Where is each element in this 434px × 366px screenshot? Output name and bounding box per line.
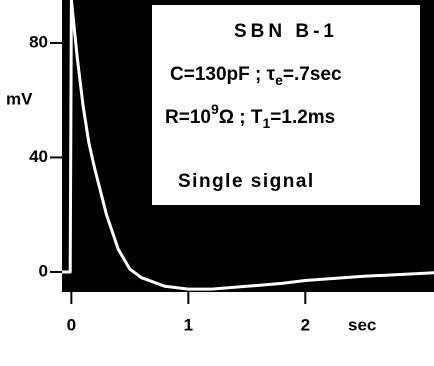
x-tick-label: 0	[67, 315, 76, 334]
y-tick-label: 40	[29, 147, 48, 166]
y-tick-label: 0	[39, 261, 48, 280]
chart: SBN B-1 C=130pF ; τe=.7sec R=109Ω ; T1=1…	[0, 0, 434, 366]
x-axis-label: sec	[348, 315, 376, 334]
annotation-text: Ω ; T	[219, 107, 263, 128]
annotation: Single signal	[178, 171, 315, 192]
y-axis-label: mV	[6, 89, 33, 108]
x-tick-label: 2	[301, 315, 310, 334]
annotation-subscript: e	[275, 72, 283, 88]
annotation: C=130pF ; τe=.7sec	[170, 64, 342, 88]
annotation-text: SBN B-1	[234, 21, 338, 42]
annotation-subscript: 1	[262, 115, 270, 131]
annotation-text: =.7sec	[283, 64, 342, 85]
annotation-superscript: 9	[211, 101, 219, 117]
annotation: SBN B-1	[234, 21, 338, 42]
annotation-text: C=130pF ; τ	[170, 64, 276, 85]
annotation-text: Single signal	[178, 171, 315, 192]
annotation-text: =1.2ms	[270, 107, 335, 128]
page: {"chart_data": {"type": "line", "x_label…	[0, 0, 434, 366]
annotation-text: R=10	[165, 107, 211, 128]
x-tick-label: 1	[184, 315, 193, 334]
y-tick-label: 80	[29, 32, 48, 51]
